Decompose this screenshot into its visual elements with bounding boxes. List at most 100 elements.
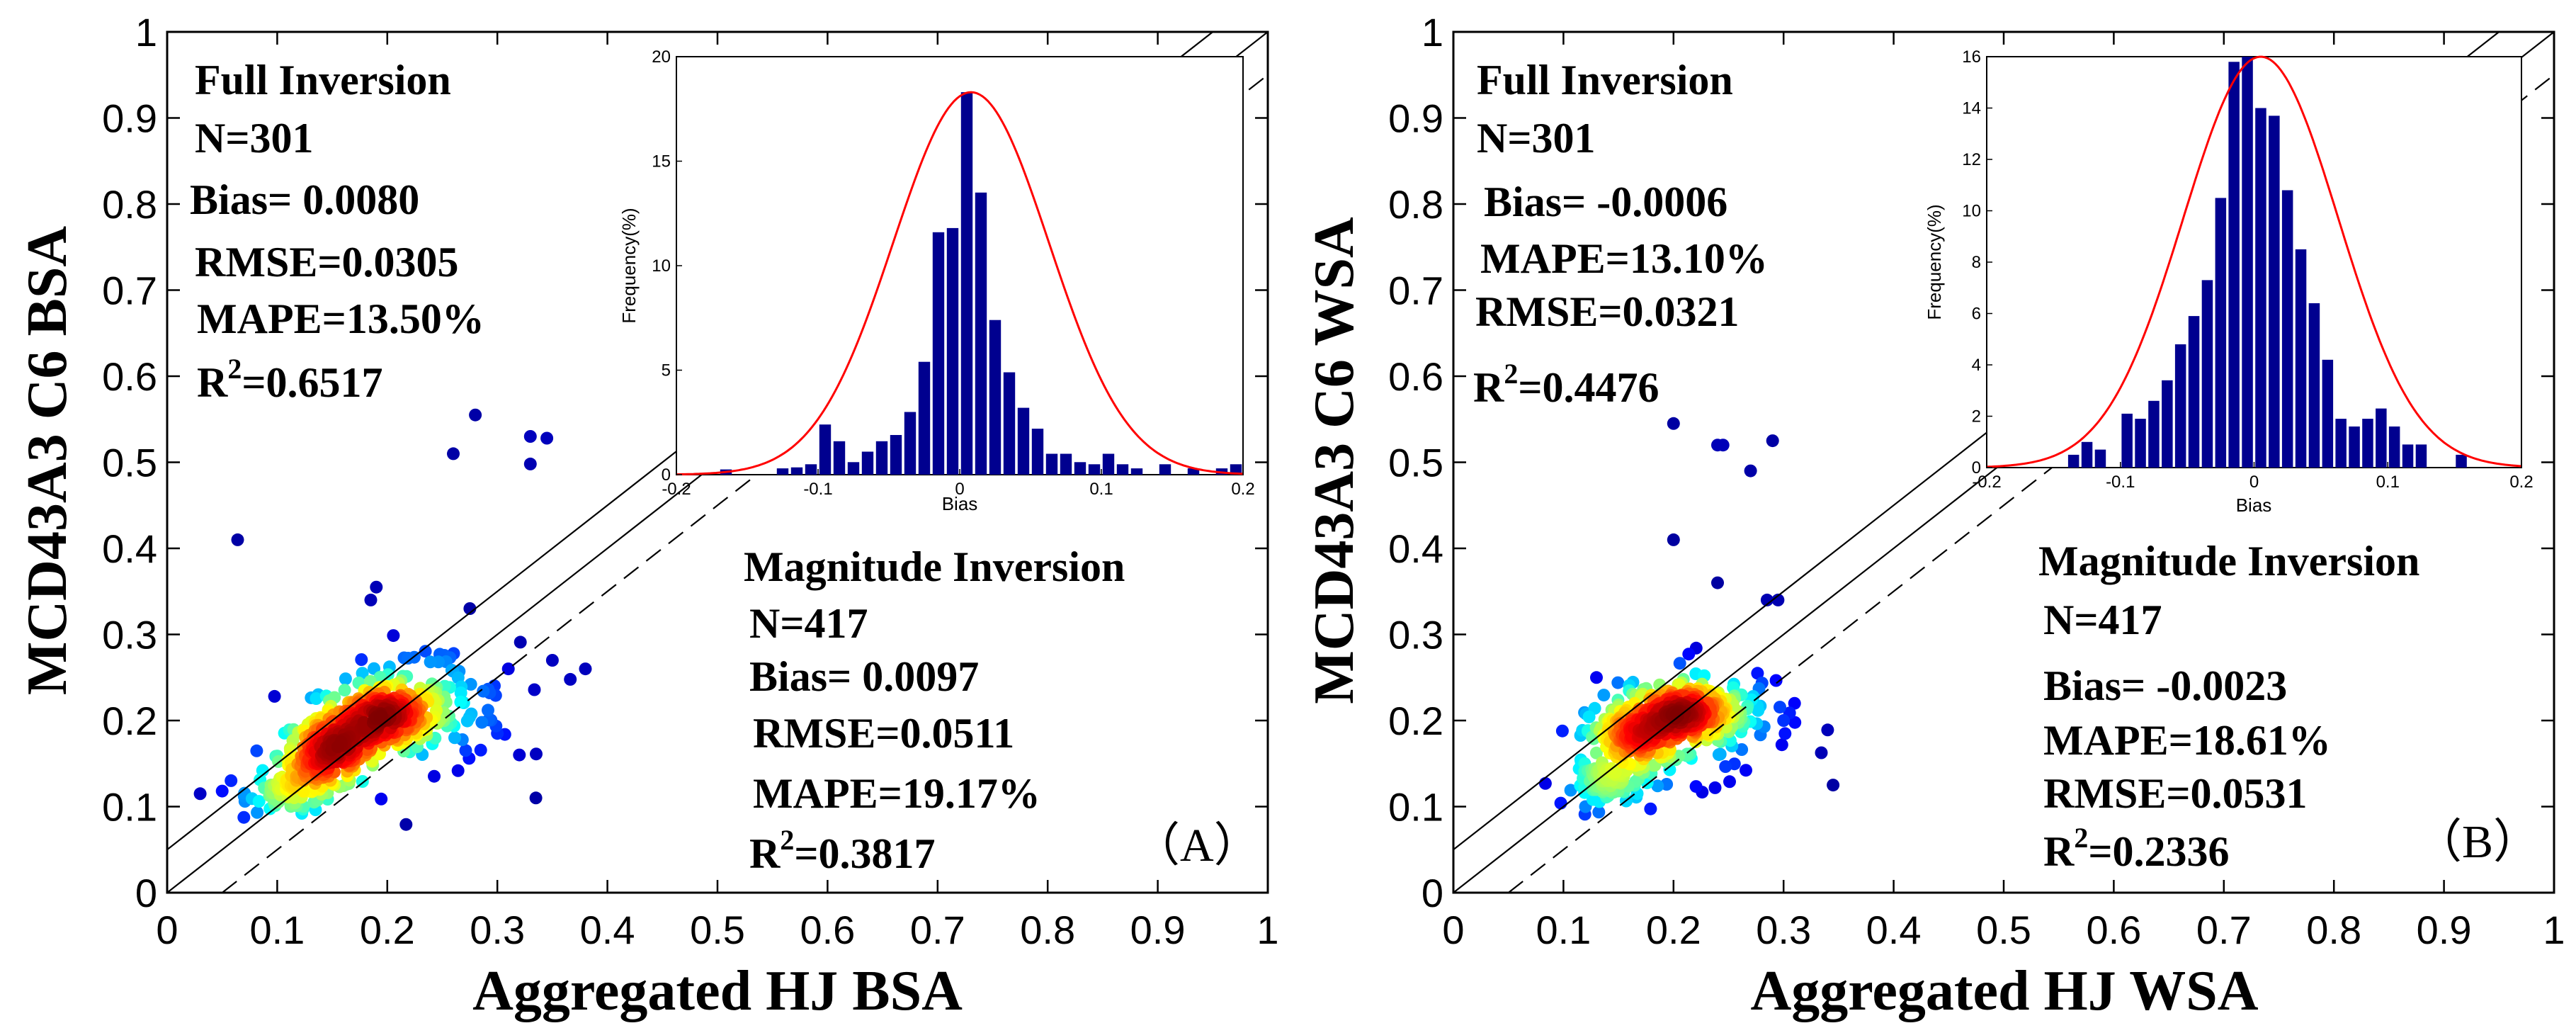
scatter-point (375, 792, 388, 806)
y-tick-label: 0.4 (1388, 526, 1443, 571)
histogram-bar (805, 464, 817, 475)
scatter-point (501, 662, 515, 676)
scatter-point (215, 784, 229, 798)
panel-b-inset-bars (2067, 57, 2467, 468)
histogram-bar (2362, 419, 2373, 468)
scatter-point (338, 684, 351, 697)
panel-a-magnitude-inversion-stats: Magnitude Inversion N=417 Bias= 0.0097 R… (744, 543, 1125, 877)
scatter-point (1769, 674, 1783, 687)
y-tick-label: 1 (135, 10, 157, 55)
x-tick-label: 0 (156, 908, 178, 952)
full-inversion-rmse: RMSE=0.0305 (195, 239, 459, 286)
x-tick-label: 0.5 (1976, 908, 2031, 952)
full-inversion-r2: R2=0.6517 (197, 353, 383, 406)
histogram-bar (1074, 462, 1086, 475)
y-tick-label: 0.6 (1388, 354, 1443, 399)
scatter-point (1751, 667, 1764, 680)
histogram-bar (2349, 427, 2360, 468)
panel-b-inset-y-title: Frequency(%) (1924, 204, 1945, 320)
panel-b-full-inversion-stats: Full Inversion N=301 Bias= -0.0006 MAPE=… (1473, 57, 1768, 411)
panel-a: 0 0.1 0.2 0.3 0.4 0.5 0.6 0.7 0.8 0.9 100.10.20.30… (16, 10, 1279, 1022)
y-tick-label: 0.3 (102, 613, 157, 657)
inset-x-tick-label: 0.1 (1089, 480, 1113, 499)
histogram-bar (790, 467, 803, 475)
scatter-point (529, 791, 543, 805)
scatter-point (459, 744, 472, 757)
y-tick-label: 0.4 (102, 526, 157, 571)
histogram-bar (1017, 407, 1030, 475)
scatter-point (370, 580, 383, 594)
histogram-bar (890, 435, 902, 475)
y-tick-label: 0.5 (1388, 441, 1443, 485)
scatter-point (373, 711, 386, 724)
full-inversion-n: N=301 (195, 115, 314, 162)
magnitude-inversion-n: N=417 (2043, 597, 2162, 643)
histogram-bar (2242, 57, 2253, 468)
inset-x-tick-label: -0.1 (2106, 473, 2135, 492)
scatter-point (469, 408, 482, 422)
scatter-point (1554, 796, 1567, 810)
histogram-bar (2255, 108, 2266, 468)
scatter-point (237, 810, 251, 824)
histogram-bar (2201, 280, 2213, 468)
histogram-bar (1230, 464, 1242, 475)
histogram-bar (2322, 359, 2334, 468)
inset-y-tick-label: 10 (652, 256, 671, 276)
scatter-point (1711, 576, 1724, 589)
panel-b-inset-x-title: Bias (2236, 495, 2272, 516)
x-tick-label: 0.7 (2196, 908, 2252, 952)
histogram-bar (1031, 429, 1044, 475)
histogram-bar (1045, 453, 1058, 475)
scatter-point (1597, 689, 1611, 702)
histogram-bar (2067, 454, 2079, 468)
x-tick-label: 1 (1256, 908, 1278, 952)
panel-b-ticks: 0 0.1 0.2 0.3 0.4 0.5 0.6 0.7 0.8 0.9 100.10.20.30… (1388, 10, 2565, 952)
histogram-bar (2174, 344, 2186, 468)
histogram-bar (2308, 303, 2320, 468)
full-inversion-title: Full Inversion (195, 57, 451, 103)
magnitude-inversion-title: Magnitude Inversion (2038, 538, 2419, 584)
y-tick-label: 0 (1422, 871, 1443, 915)
histogram-bar (1130, 468, 1143, 475)
x-tick-label: 0.1 (1536, 908, 1591, 952)
inset-x-tick-label: -0.1 (803, 480, 832, 499)
panel-b-inset-ticks: -0.2 -0.1 0 0.1 0.2 0 2 4 6 8 10 12 14 16 (1962, 47, 2533, 492)
y-tick-label: 0.1 (1388, 785, 1443, 830)
scatter-point (451, 764, 465, 777)
scatter-point (454, 695, 467, 708)
x-tick-label: 0.2 (360, 908, 415, 952)
scatter-point (364, 593, 378, 606)
panel-a-inset-y-title: Frequency(%) (618, 208, 640, 323)
x-tick-label: 0.7 (910, 908, 965, 952)
scatter-point (523, 430, 537, 443)
scatter-point (399, 818, 413, 831)
y-tick-label: 0.5 (102, 441, 157, 485)
full-inversion-n: N=301 (1477, 115, 1596, 162)
inset-x-tick-label: 0.2 (2509, 473, 2533, 492)
inset-x-tick-label: 0.2 (1231, 480, 1254, 499)
histogram-bar (1187, 468, 1200, 475)
histogram-bar (2228, 62, 2240, 468)
x-tick-label: 0.9 (2417, 908, 2472, 952)
inset-y-tick-label: 10 (1962, 202, 1981, 221)
panel-a-y-axis-title: MCD43A3 C6 BSA (16, 226, 79, 695)
scatter-point (1582, 710, 1596, 723)
inset-y-tick-label: 8 (1972, 253, 1981, 272)
panel-a-x-axis-title: Aggregated HJ BSA (472, 960, 963, 1022)
scatter-point (463, 602, 477, 615)
histogram-bar (2081, 441, 2093, 468)
magnitude-inversion-mape: MAPE=18.61% (2043, 717, 2331, 764)
magnitude-inversion-rmse: RMSE=0.0531 (2043, 770, 2308, 817)
x-tick-label: 0.3 (470, 908, 525, 952)
scatter-point (447, 447, 460, 461)
x-tick-label: 1 (2543, 908, 2565, 952)
scatter-point (355, 653, 368, 666)
x-tick-label: 0.2 (1646, 908, 1701, 952)
histogram-bar (2335, 419, 2347, 468)
histogram-bar (2121, 413, 2133, 468)
scatter-point (1760, 593, 1774, 606)
scatter-point (448, 731, 461, 745)
histogram-bar (918, 361, 931, 475)
scatter-point (1644, 802, 1657, 815)
